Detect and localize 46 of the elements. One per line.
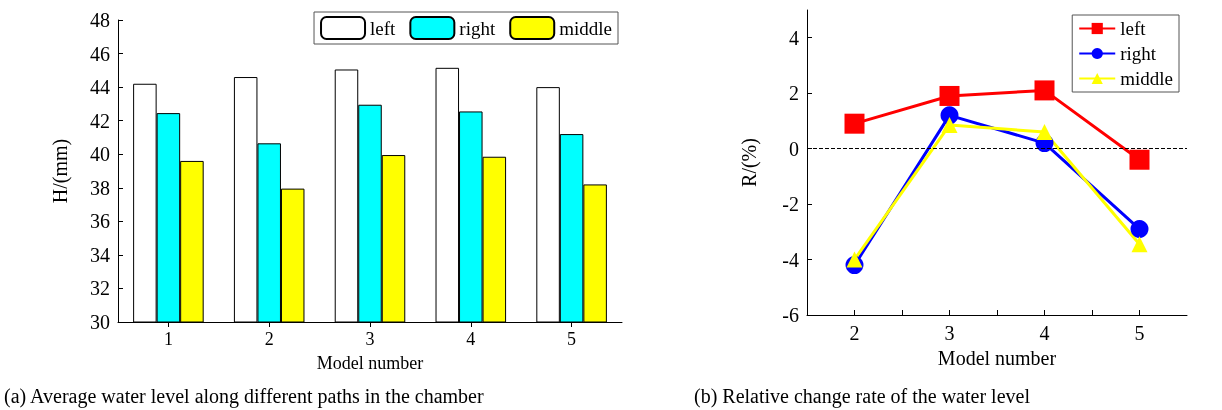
- x-tick-label: 3: [944, 322, 955, 344]
- x-tick-label: 2: [849, 322, 860, 344]
- legend-label: right: [1120, 43, 1157, 64]
- y-tick-label: 46: [90, 42, 110, 65]
- y-tick-label: 44: [90, 76, 110, 99]
- y-tick-label: 40: [90, 143, 110, 166]
- x-axis-title: Model number: [937, 346, 1057, 369]
- y-tick-label: 0: [789, 137, 799, 160]
- y-axis-title: H/(mm): [49, 138, 72, 204]
- y-tick-label: -2: [782, 193, 799, 216]
- point: [1036, 124, 1053, 140]
- legend-label: middle: [559, 17, 613, 39]
- y-axis-title: R/(%): [738, 138, 761, 187]
- x-tick-label: 5: [567, 329, 577, 349]
- y-tick-label: -6: [782, 304, 799, 326]
- legend-label: right: [459, 17, 496, 39]
- x-tick-label: 2: [264, 329, 274, 349]
- y-tick-label: 30: [90, 311, 110, 333]
- legend-label: left: [1120, 18, 1147, 39]
- y-tick-label: 2: [789, 82, 799, 105]
- text: (b) Relative change rate of the water level: [694, 385, 1031, 408]
- x-tick-label: 5: [1134, 322, 1145, 344]
- point: [846, 251, 863, 268]
- x-tick-label: 3: [365, 329, 375, 349]
- y-tick-label: 32: [90, 277, 110, 300]
- y-tick-label: 34: [90, 243, 110, 266]
- y-tick-label: 4: [789, 26, 799, 49]
- point: [1034, 80, 1055, 101]
- point: [939, 85, 960, 106]
- y-tick-label: 48: [90, 9, 110, 31]
- text: (a) Average water level along different paths in the chamber: [4, 385, 484, 408]
- x-tick-label: 4: [1039, 322, 1050, 344]
- legend-label: middle: [1120, 68, 1174, 89]
- point: [1130, 220, 1149, 239]
- x-tick-label: 4: [466, 329, 476, 349]
- x-axis-title: Model number: [316, 353, 424, 373]
- point: [1131, 236, 1148, 253]
- point: [941, 117, 958, 134]
- point: [844, 113, 865, 134]
- y-tick-label: 38: [90, 176, 110, 199]
- y-tick-label: 36: [90, 210, 110, 233]
- y-tick-label: -4: [782, 248, 799, 271]
- y-tick-label: 42: [90, 109, 110, 132]
- point: [1129, 149, 1150, 170]
- x-tick-label: 1: [163, 329, 173, 349]
- legend-label: left: [370, 17, 397, 39]
